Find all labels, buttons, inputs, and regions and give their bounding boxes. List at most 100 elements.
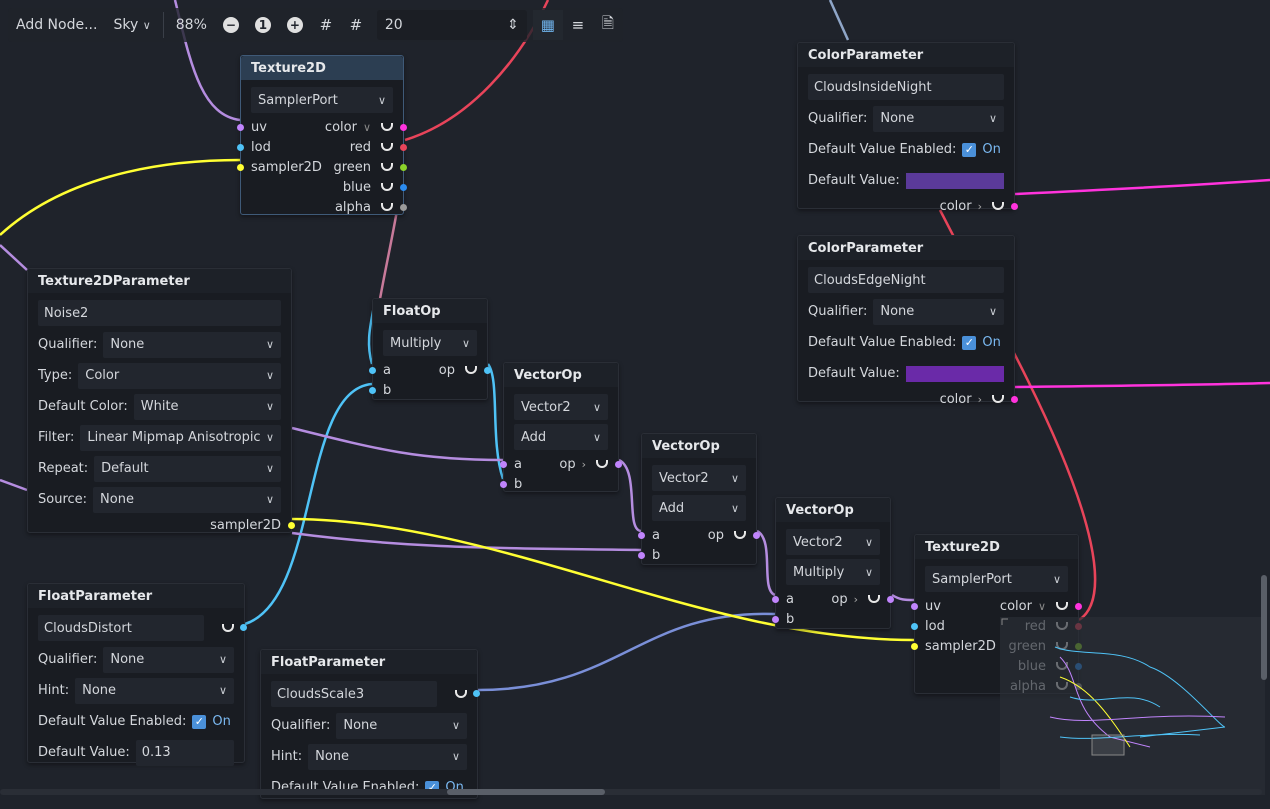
expand-port-icon[interactable] <box>868 595 880 603</box>
property-dropdown[interactable]: None ∨ <box>75 677 234 704</box>
node-dropdown[interactable]: SamplerPort ∨ <box>251 87 393 113</box>
minimap-icon[interactable]: ▦ <box>532 10 563 40</box>
default-enabled-checkbox[interactable]: ✓ On <box>962 142 1001 157</box>
node-dropdown[interactable]: Add ∨ <box>652 495 746 521</box>
output-port[interactable] <box>400 144 407 151</box>
snap-grid-icon[interactable]: # <box>319 16 333 34</box>
color-swatch[interactable] <box>905 365 1004 382</box>
input-port[interactable] <box>500 481 507 488</box>
input-port[interactable] <box>500 461 507 468</box>
zoom-out-icon[interactable]: − <box>222 17 239 33</box>
output-port[interactable] <box>400 204 407 211</box>
property-dropdown[interactable]: None ∨ <box>103 331 281 358</box>
output-port[interactable] <box>400 124 407 131</box>
node-dropdown[interactable]: Add ∨ <box>514 424 608 450</box>
node-dropdown[interactable]: Multiply ∨ <box>383 330 477 356</box>
property-dropdown[interactable]: None ∨ <box>103 646 234 673</box>
node-title[interactable]: VectorOp <box>776 498 890 522</box>
default-enabled-checkbox[interactable]: ✓ On <box>962 335 1001 350</box>
output-port[interactable] <box>484 367 491 374</box>
input-port[interactable] <box>369 367 376 374</box>
expand-port-icon[interactable] <box>222 624 234 632</box>
output-port[interactable] <box>400 184 407 191</box>
graph-node-texture2dparameter[interactable]: Texture2DParameter Noise2 Qualifier: None ∨ T… <box>27 268 295 533</box>
add-node-button[interactable]: Add Node... <box>16 17 98 33</box>
arrange-icon[interactable]: ≡ <box>571 16 585 34</box>
property-dropdown[interactable]: Color ∨ <box>78 362 281 389</box>
horizontal-scrollbar[interactable] <box>0 789 1262 795</box>
scrollbar-thumb[interactable] <box>447 789 605 795</box>
graph-node-vectorop[interactable]: VectorOp Vector2 ∨ Add ∨ a op › b <box>500 362 622 492</box>
expand-port-icon[interactable] <box>465 366 477 374</box>
default-enabled-checkbox[interactable]: ✓ On <box>192 714 231 729</box>
chevron-down-icon[interactable]: ∨ <box>362 120 371 134</box>
output-port[interactable] <box>887 596 894 603</box>
default-value-input[interactable]: 0.13 <box>135 739 234 766</box>
graph-node-colorparameter[interactable]: ColorParameter CloudsEdgeNight Qualifier: N… <box>797 235 1018 407</box>
expand-port-icon[interactable] <box>734 531 746 539</box>
shader-mode-dropdown[interactable]: Sky ∨ <box>105 8 158 42</box>
parameter-name-input[interactable]: CloudsDistort <box>38 615 204 641</box>
property-dropdown[interactable]: None ∨ <box>93 486 281 513</box>
graph-node-floatop[interactable]: FloatOp Multiply ∨ a op b <box>369 298 491 400</box>
property-dropdown[interactable]: Default ∨ <box>94 455 281 482</box>
expand-port-icon[interactable] <box>992 395 1004 403</box>
input-port[interactable] <box>772 596 779 603</box>
graph-node-floatparameter[interactable]: FloatParameter CloudsScale3 Qualifier: None… <box>260 649 480 799</box>
node-dropdown[interactable]: Vector2 ∨ <box>514 394 608 420</box>
input-port[interactable] <box>369 387 376 394</box>
parameter-name-input[interactable]: CloudsEdgeNight <box>808 267 1004 293</box>
vertical-scrollbar[interactable] <box>1261 0 1267 790</box>
property-dropdown[interactable]: Linear Mipmap Anisotropic ∨ <box>80 424 281 451</box>
property-dropdown[interactable]: White ∨ <box>133 393 281 420</box>
graph-node-floatparameter[interactable]: FloatParameter CloudsDistort Qualifier: Non… <box>27 583 247 766</box>
graph-node-vectorop[interactable]: VectorOp Vector2 ∨ Multiply ∨ a op › b <box>772 497 894 629</box>
color-swatch[interactable] <box>905 172 1004 189</box>
node-title[interactable]: FloatParameter <box>261 650 477 674</box>
expand-port-icon[interactable] <box>381 123 393 131</box>
zoom-in-icon[interactable]: + <box>286 17 303 33</box>
expand-port-icon[interactable] <box>381 203 393 211</box>
chevron-right-icon[interactable]: › <box>977 199 982 213</box>
graph-node-vectorop[interactable]: VectorOp Vector2 ∨ Add ∨ a op b <box>638 433 760 565</box>
output-port[interactable] <box>288 522 295 529</box>
chevron-right-icon[interactable]: › <box>977 392 982 406</box>
input-port[interactable] <box>911 643 918 650</box>
node-title[interactable]: VectorOp <box>642 434 756 458</box>
expand-port-icon[interactable] <box>381 163 393 171</box>
snap-distance-spinbox[interactable]: 20 ⇕ <box>376 10 527 40</box>
node-title[interactable]: Texture2D <box>241 56 403 80</box>
node-dropdown[interactable]: Vector2 ∨ <box>786 529 880 555</box>
node-dropdown[interactable]: SamplerPort ∨ <box>925 566 1068 592</box>
output-port[interactable] <box>615 461 622 468</box>
input-port[interactable] <box>237 164 244 171</box>
property-dropdown[interactable]: None ∨ <box>308 743 467 770</box>
output-port[interactable] <box>240 624 247 631</box>
chevron-right-icon[interactable]: › <box>853 592 858 606</box>
input-port[interactable] <box>237 144 244 151</box>
output-port[interactable] <box>473 690 480 697</box>
chevron-right-icon[interactable]: › <box>581 457 586 471</box>
node-dropdown[interactable]: Vector2 ∨ <box>652 465 746 491</box>
input-port[interactable] <box>638 532 645 539</box>
node-title[interactable]: ColorParameter <box>798 43 1014 67</box>
node-title[interactable]: FloatOp <box>373 299 487 323</box>
node-title[interactable]: VectorOp <box>504 363 618 387</box>
output-port[interactable] <box>1011 396 1018 403</box>
property-dropdown[interactable]: None ∨ <box>336 712 467 739</box>
node-dropdown[interactable]: Multiply ∨ <box>786 559 880 585</box>
output-port[interactable] <box>400 164 407 171</box>
expand-port-icon[interactable] <box>381 143 393 151</box>
input-port[interactable] <box>772 616 779 623</box>
scrollbar-thumb[interactable] <box>1261 575 1267 680</box>
property-dropdown[interactable]: None ∨ <box>873 105 1004 132</box>
output-port[interactable] <box>1075 603 1082 610</box>
property-dropdown[interactable]: None ∨ <box>873 298 1004 325</box>
expand-port-icon[interactable] <box>381 183 393 191</box>
output-port[interactable] <box>753 532 760 539</box>
parameter-name-input[interactable]: CloudsScale3 <box>271 681 437 707</box>
node-title[interactable]: FloatParameter <box>28 584 244 608</box>
input-port[interactable] <box>911 603 918 610</box>
graph-node-texture2d[interactable]: Texture2DSamplerPort∨uvcolor∨lodredsampl… <box>911 534 1082 694</box>
